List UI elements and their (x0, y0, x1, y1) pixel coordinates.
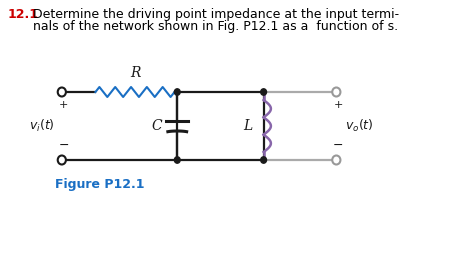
Text: Determine the driving point impedance at the input termi-: Determine the driving point impedance at… (33, 8, 399, 21)
Circle shape (174, 89, 180, 95)
Text: nals of the network shown in Fig. P12.1 as a  function of s.: nals of the network shown in Fig. P12.1 … (33, 20, 398, 33)
Circle shape (261, 157, 267, 163)
Text: −: − (58, 139, 69, 152)
Text: +: + (59, 100, 68, 110)
Circle shape (174, 157, 180, 163)
Text: $v_o(t)$: $v_o(t)$ (345, 118, 374, 134)
Circle shape (261, 89, 267, 95)
Text: Figure P12.1: Figure P12.1 (55, 178, 144, 191)
Text: R: R (130, 66, 140, 80)
Text: L: L (243, 119, 253, 133)
Text: C: C (151, 119, 162, 133)
Circle shape (333, 156, 340, 164)
Text: +: + (334, 100, 343, 110)
Circle shape (58, 88, 65, 96)
Text: 12.1: 12.1 (7, 8, 38, 21)
Text: $v_i(t)$: $v_i(t)$ (29, 118, 55, 134)
Circle shape (333, 88, 340, 96)
Text: −: − (333, 139, 344, 152)
Circle shape (58, 156, 65, 164)
